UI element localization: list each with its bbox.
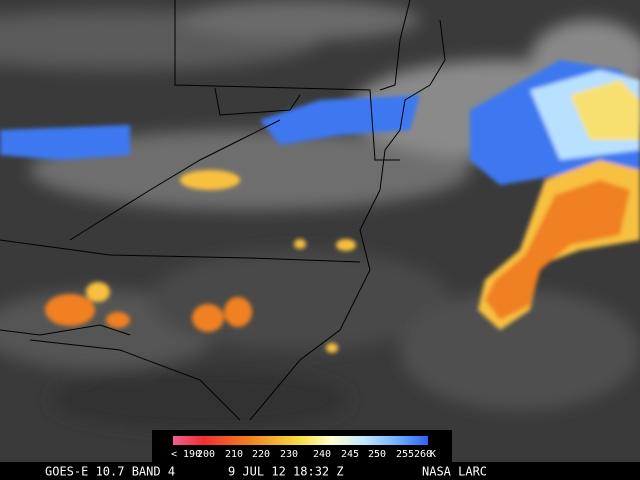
colorbar-label: < 190	[171, 449, 201, 460]
timestamp: 9 JUL 12 18:32 Z	[228, 465, 344, 479]
colorbar-label: 255	[396, 449, 414, 460]
colorbar-label: 260	[414, 449, 432, 460]
colorbar-label: 210	[225, 449, 243, 460]
credit: NASA LARC	[422, 465, 487, 479]
cold-cloud-tops	[0, 60, 640, 353]
colorbar-label: 245	[341, 449, 359, 460]
footer: GOES-E 10.7 BAND 4 9 JUL 12 18:32 Z NASA…	[0, 463, 640, 480]
imagery	[0, 0, 640, 462]
colorbar-label: 250	[368, 449, 386, 460]
colorbar-label: 220	[252, 449, 270, 460]
colorbar-background	[152, 430, 452, 462]
colorbar-scale	[173, 436, 428, 445]
colorbar-unit: K	[430, 449, 436, 460]
colorbar-label: 200	[197, 449, 215, 460]
colorbar-label: 230	[280, 449, 298, 460]
political-borders	[0, 0, 446, 421]
colorbar-label: 240	[313, 449, 331, 460]
satellite-label: GOES-E 10.7 BAND 4	[45, 465, 175, 479]
